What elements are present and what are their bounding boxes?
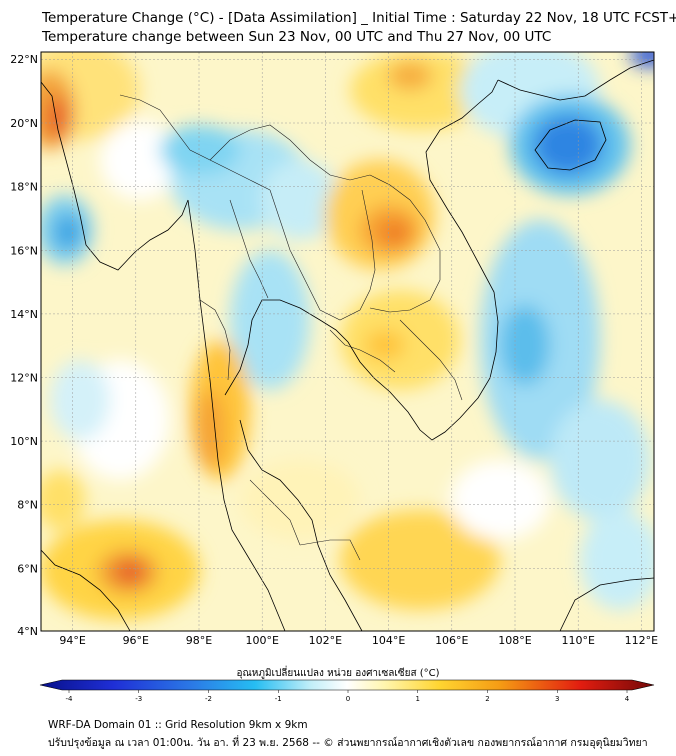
lat-label: 18°N bbox=[10, 181, 38, 194]
chart-title: Temperature Change (°C) - [Data Assimila… bbox=[42, 10, 676, 26]
map-frame bbox=[40, 51, 655, 632]
lon-label: 98°E bbox=[186, 634, 212, 647]
coastlines bbox=[41, 59, 654, 631]
lat-label: 10°N bbox=[10, 435, 38, 448]
colorbar-tick-label: -2 bbox=[205, 695, 212, 703]
lon-gridlines bbox=[72, 52, 642, 631]
colorbar-tick-label: -4 bbox=[66, 695, 74, 703]
chart-subtitle: Temperature change between Sun 23 Nov, 0… bbox=[42, 29, 552, 45]
colorbar-bar bbox=[39, 679, 655, 691]
colorbar-tick-label: 1 bbox=[416, 695, 420, 703]
colorbar-tick-label: 0 bbox=[346, 695, 350, 703]
colorbar-ticks bbox=[68, 690, 628, 693]
colorbar-tick-label: 4 bbox=[625, 695, 630, 703]
lon-label: 100°E bbox=[245, 634, 278, 647]
lat-label: 16°N bbox=[10, 244, 38, 257]
lon-label: 112°E bbox=[625, 634, 658, 647]
lon-axis: 94°E 96°E 98°E 100°E 102°E 104°E 106°E 1… bbox=[59, 634, 658, 647]
admin-borders bbox=[119, 94, 463, 561]
colorbar-tick-label: -1 bbox=[275, 695, 282, 703]
lon-label: 104°E bbox=[372, 634, 405, 647]
lat-label: 20°N bbox=[10, 117, 38, 130]
lon-label: 110°E bbox=[561, 634, 594, 647]
temperature-field bbox=[41, 52, 654, 631]
colorbar: -4 -3 -2 -1 0 1 2 3 4 bbox=[39, 679, 655, 703]
lon-label: 106°E bbox=[435, 634, 468, 647]
colorbar-tick-label: 3 bbox=[555, 695, 559, 703]
lon-label: 96°E bbox=[123, 634, 149, 647]
colorbar-tick-label: -3 bbox=[135, 695, 142, 703]
lat-label: 8°N bbox=[17, 499, 38, 512]
lat-axis: 22°N 20°N 18°N 16°N 14°N 12°N 10°N 8°N 6… bbox=[10, 53, 38, 638]
lat-label: 4°N bbox=[17, 625, 38, 638]
lat-label: 6°N bbox=[17, 562, 38, 575]
lon-label: 102°E bbox=[309, 634, 342, 647]
colorbar-tick-labels: -4 -3 -2 -1 0 1 2 3 4 bbox=[66, 695, 630, 703]
footer-model-info: WRF-DA Domain 01 :: Grid Resolution 9km … bbox=[48, 719, 308, 731]
lat-label: 22°N bbox=[10, 53, 38, 66]
lon-label: 94°E bbox=[59, 634, 85, 647]
colorbar-tick-label: 2 bbox=[485, 695, 489, 703]
lat-label: 14°N bbox=[10, 308, 38, 321]
lon-label: 108°E bbox=[498, 634, 531, 647]
lat-label: 12°N bbox=[10, 372, 38, 385]
colorbar-title: อุณหภูมิเปลี่ยนแปลง หน่วย องศาเซลเซียส (… bbox=[236, 668, 440, 679]
footer-update-credit: ปรับปรุงข้อมูล ณ เวลา 01:00น. วัน อา. ที… bbox=[48, 737, 648, 749]
